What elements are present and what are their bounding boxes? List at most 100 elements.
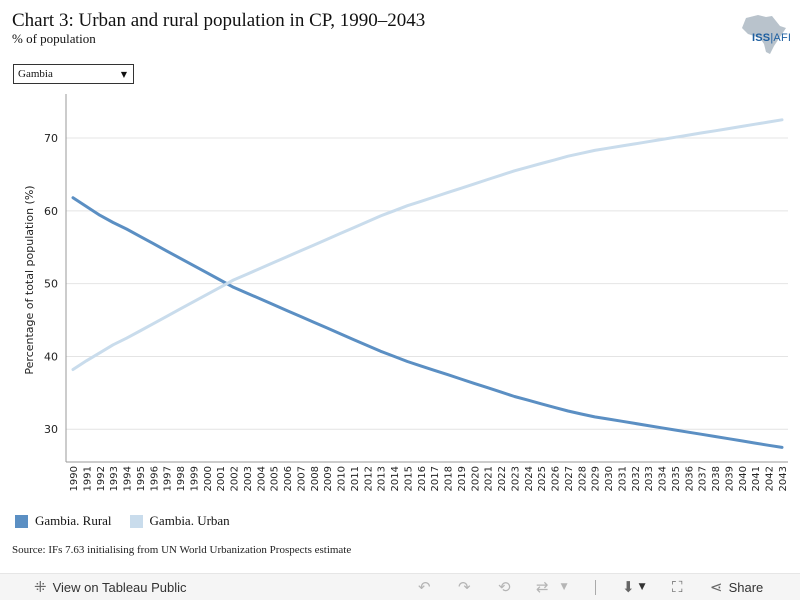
x-tick-label: 1991 [82,466,93,491]
x-tick-label: 2005 [270,466,281,491]
y-tick-label: 60 [44,205,58,218]
download-icon: ⬇ [622,578,635,596]
x-tick-label: 2019 [457,466,468,491]
x-tick-label: 2039 [724,466,735,491]
x-tick-label: 2000 [203,466,214,491]
x-tick-label: 2042 [765,466,776,491]
x-tick-label: 2023 [510,466,521,491]
x-tick-label: 2015 [403,466,414,491]
chevron-down-icon: ▼ [120,70,127,79]
legend-item-rural[interactable]: Gambia. Rural [15,513,112,529]
x-tick-label: 2043 [778,466,789,491]
x-tick-label: 2029 [591,466,602,491]
share-icon: ⋖ [710,578,723,596]
africa-map-logo [742,15,786,54]
legend-swatch-urban [129,514,143,528]
y-tick-label: 30 [44,423,58,436]
source-note: Source: IFs 7.63 initialising from UN Wo… [12,544,352,556]
tableau-logo-icon: ⁜ [34,578,47,596]
x-tick-label: 2004 [256,466,267,491]
x-tick-label: 2041 [751,466,762,491]
chart-subtitle: % of population [12,31,96,46]
tableau-toolbar: ⁜ View on Tableau Public ↶ ↷ ⟲ ⇄ ▼ ⬇ ▼ ⛶ ⋖… [0,573,800,600]
x-tick-label: 2034 [658,466,669,491]
iss-logo-text: ISS|AFI [752,32,792,44]
x-tick-label: 1993 [109,466,120,491]
x-tick-label: 2024 [524,466,535,491]
x-tick-label: 2001 [216,466,227,491]
x-tick-label: 2017 [430,466,441,491]
x-tick-label: 2020 [470,466,481,491]
x-tick-label: 1994 [123,466,134,491]
refresh-button[interactable]: ⇄ ▼ [536,578,568,596]
x-tick-label: 2021 [484,466,495,491]
share-label: Share [728,579,764,595]
chart-title: Chart 3: Urban and rural population in C… [12,10,426,31]
revert-button[interactable]: ⟲ [498,578,511,596]
share-button[interactable]: ⋖ Share [710,578,763,596]
x-tick-label: 2027 [564,466,575,491]
x-tick-label: 1999 [189,466,200,491]
y-axis-label: Percentage of total population (%) [23,185,36,374]
redo-button[interactable]: ↷ [458,578,471,596]
x-tick-label: 2002 [230,466,241,491]
x-tick-label: 2038 [711,466,722,491]
x-tick-label: 2013 [377,466,388,491]
x-tick-label: 2032 [631,466,642,491]
x-tick-label: 2022 [497,466,508,491]
redo-icon: ↷ [458,578,471,596]
x-tick-label: 2018 [444,466,455,491]
x-tick-label: 2010 [337,466,348,491]
x-tick-label: 2009 [323,466,334,491]
undo-button[interactable]: ↶ [418,578,431,596]
x-tick-label: 2028 [577,466,588,491]
x-tick-label: 2025 [537,466,548,491]
x-tick-label: 2030 [604,466,615,491]
x-tick-label: 2035 [671,466,682,491]
legend-item-urban[interactable]: Gambia. Urban [129,513,230,529]
toolbar-divider [595,580,596,595]
x-tick-label: 2008 [310,466,321,491]
x-tick-label: 2040 [738,466,749,491]
rural-series-line[interactable] [71,196,784,449]
x-tick-label: 2033 [644,466,655,491]
download-button[interactable]: ⬇ ▼ [622,578,646,596]
x-tick-label: 2007 [296,466,307,491]
refresh-icon: ⇄ [536,578,549,596]
y-tick-label: 40 [44,350,58,363]
caret-down-icon: ▼ [560,582,568,592]
country-select-value: Gambia [18,68,53,80]
revert-icon: ⟲ [498,578,511,596]
legend-label-rural: Gambia. Rural [35,513,112,528]
x-tick-label: 2003 [243,466,254,491]
fullscreen-icon: ⛶ [672,578,683,596]
x-tick-label: 2037 [698,466,709,491]
x-tick-label: 2006 [283,466,294,491]
view-on-tableau-label: View on Tableau Public [52,579,187,595]
y-tick-label: 70 [44,132,58,145]
fullscreen-button[interactable]: ⛶ [672,578,683,596]
legend: Gambia. Rural Gambia. Urban [15,513,248,529]
x-tick-label: 2026 [551,466,562,491]
x-tick-label: 2031 [617,466,628,491]
x-tick-label: 1995 [136,466,147,491]
y-tick-label: 50 [44,278,58,291]
view-on-tableau-button[interactable]: ⁜ View on Tableau Public [34,578,187,596]
x-tick-label: 2012 [363,466,374,491]
x-tick-label: 2016 [417,466,428,491]
x-tick-label: 1990 [69,466,80,491]
line-chart: 30 40 50 60 70 Percentage of total population… [23,94,789,491]
x-tick-label: 1992 [96,466,107,491]
x-tick-label: 1998 [176,466,187,491]
x-tick-label: 2036 [684,466,695,491]
x-tick-label: 1996 [149,466,160,491]
country-select[interactable]: Gambia ▼ [13,64,134,84]
undo-icon: ↶ [418,578,431,596]
urban-series-line[interactable] [71,118,784,371]
caret-down-icon: ▼ [638,582,646,592]
x-tick-label: 2011 [350,466,361,491]
x-tick-label: 2014 [390,466,401,491]
legend-swatch-rural [15,514,28,528]
legend-label-urban: Gambia. Urban [149,513,230,528]
x-tick-label: 1997 [163,466,174,491]
